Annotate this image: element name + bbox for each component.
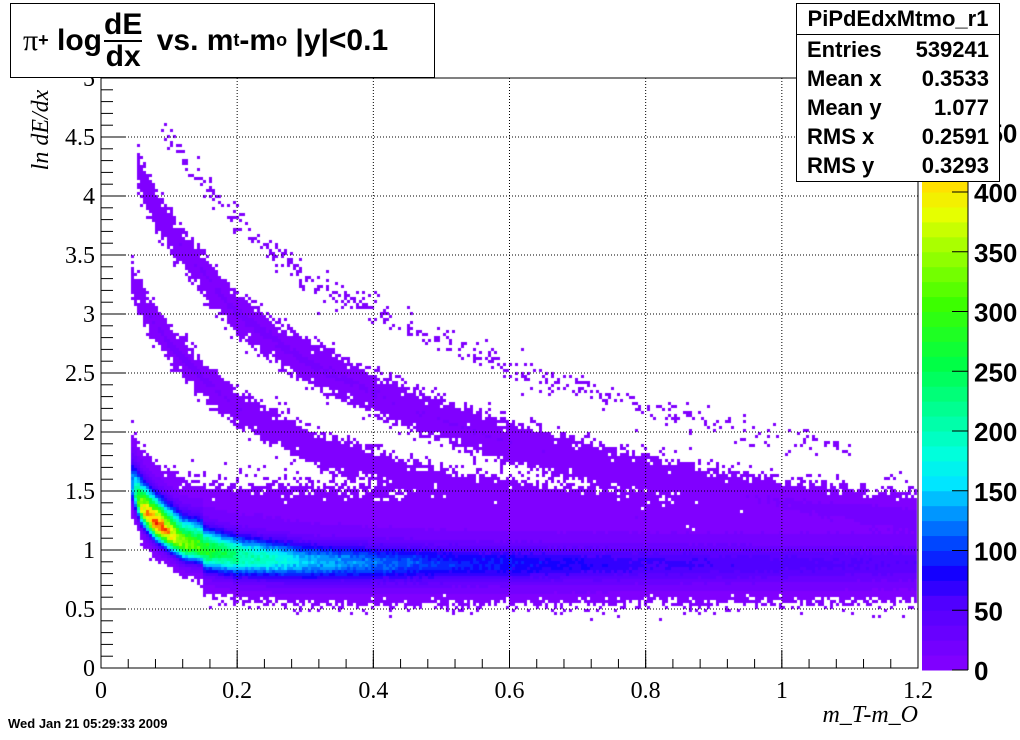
x-tick-label: 0.8 xyxy=(631,678,661,704)
stats-name: PiPdEdxMtmo_r1 xyxy=(797,4,999,35)
stats-value: 0.2591 xyxy=(921,124,989,149)
title-pi: π xyxy=(23,23,39,57)
x-tick-label: 0.6 xyxy=(495,678,525,704)
colorbar-tick-label: 200 xyxy=(974,417,1017,447)
title-sup: + xyxy=(38,30,49,50)
x-axis-label: m_T-m_O xyxy=(822,702,918,728)
colorbar-cell xyxy=(922,475,968,492)
colorbar-tick-label: 350 xyxy=(974,238,1017,268)
colorbar-cell xyxy=(922,565,968,581)
title-log: log xyxy=(57,23,103,57)
x-tick-label: 1 xyxy=(776,678,788,704)
colorbar-cell xyxy=(922,610,968,626)
colorbar-cell xyxy=(922,580,968,596)
colorbar-tick-label: 400 xyxy=(974,178,1017,208)
y-axis-label: ln dE/dx xyxy=(28,89,54,170)
y-tick-label: 1 xyxy=(83,538,95,564)
colorbar-cell xyxy=(922,371,968,387)
colorbar-cell xyxy=(922,520,968,537)
title-dash: -m xyxy=(239,23,277,57)
x-tick-label: 0.2 xyxy=(222,678,252,704)
title-suffix: |y|<0.1 xyxy=(287,23,389,57)
colorbar-cell xyxy=(922,251,968,268)
colorbar-cell xyxy=(922,445,968,462)
y-tick-label: 3.5 xyxy=(65,243,95,269)
colorbar-tick-label: 0 xyxy=(974,656,988,686)
colorbar-cell xyxy=(922,401,968,417)
title-num: dE xyxy=(104,7,143,42)
colorbar-tick-label: 150 xyxy=(974,477,1017,507)
stats-value: 0.3293 xyxy=(921,153,989,178)
title-sub-t: t xyxy=(233,30,240,50)
colorbar-tick-label: 300 xyxy=(974,298,1017,328)
colorbar-cell xyxy=(922,296,968,312)
y-tick-label: 2 xyxy=(83,420,95,446)
colorbar-cell xyxy=(922,490,968,507)
y-tick-label: 4 xyxy=(83,184,95,210)
timestamp: Wed Jan 21 05:29:33 2009 xyxy=(8,716,168,731)
stats-row: RMS y 0.3293 xyxy=(797,151,999,180)
stats-label: Mean x xyxy=(807,66,882,91)
y-tick-label: 0 xyxy=(83,656,95,682)
colorbar-cell xyxy=(922,281,968,298)
colorbar-cell xyxy=(922,221,968,238)
title-den: dx xyxy=(105,39,141,73)
stats-row: RMS x 0.2591 xyxy=(797,122,999,151)
y-tick-label: 4.5 xyxy=(65,125,95,151)
colorbar-cell xyxy=(922,505,968,522)
colorbar-cell xyxy=(922,625,968,641)
x-tick-label: 0.4 xyxy=(358,678,388,704)
y-tick-label: 2.5 xyxy=(65,361,95,387)
colorbar-tick-label: 50 xyxy=(974,596,1003,626)
stats-label: Mean y xyxy=(807,95,882,120)
title-middle: vs. m xyxy=(148,23,234,57)
stats-row: Entries 539241 xyxy=(797,35,999,64)
colorbar-cell xyxy=(922,640,968,656)
colorbar-cell xyxy=(922,550,968,566)
stats-box: PiPdEdxMtmo_r1 Entries 539241 Mean x 0.353… xyxy=(796,3,1000,182)
stats-row: Mean y 1.077 xyxy=(797,93,999,122)
colorbar-cell xyxy=(922,311,968,327)
colorbar-cell xyxy=(922,655,968,671)
stats-label: Entries xyxy=(807,37,882,62)
stats-label: RMS x xyxy=(807,124,875,149)
title-fraction: dE dx xyxy=(104,7,143,73)
stats-label: RMS y xyxy=(807,153,875,178)
colorbar-cell xyxy=(922,326,968,342)
colorbar-cell xyxy=(922,431,968,447)
y-tick-label: 3 xyxy=(83,302,95,328)
colorbar-cell xyxy=(922,206,968,223)
stats-row: Mean x 0.3533 xyxy=(797,64,999,93)
colorbar-tick-label: 250 xyxy=(974,357,1017,387)
colorbar-cell xyxy=(922,356,968,372)
plot-title: π + log dE dx vs. m t -m o |y|<0.1 xyxy=(10,3,435,78)
stats-value: 539241 xyxy=(915,37,989,62)
y-tick-label: 1.5 xyxy=(65,479,95,505)
title-sub-o: o xyxy=(276,30,288,50)
colorbar-cell xyxy=(922,341,968,357)
x-tick-label: 0 xyxy=(95,678,107,704)
colorbar-cell xyxy=(922,386,968,402)
x-tick-label: 1.2 xyxy=(903,678,933,704)
stats-value: 0.3533 xyxy=(921,66,989,91)
colorbar-cell xyxy=(922,460,968,477)
colorbar-cell xyxy=(922,535,968,551)
colorbar-cell xyxy=(922,416,968,432)
colorbar-cell xyxy=(922,266,968,283)
colorbar-tick-label: 100 xyxy=(974,537,1017,567)
colorbar-cell xyxy=(922,595,968,611)
stats-value: 1.077 xyxy=(933,95,989,120)
colorbar-cell xyxy=(922,236,968,253)
y-tick-label: 0.5 xyxy=(65,597,95,623)
colorbar-cell xyxy=(922,192,968,208)
